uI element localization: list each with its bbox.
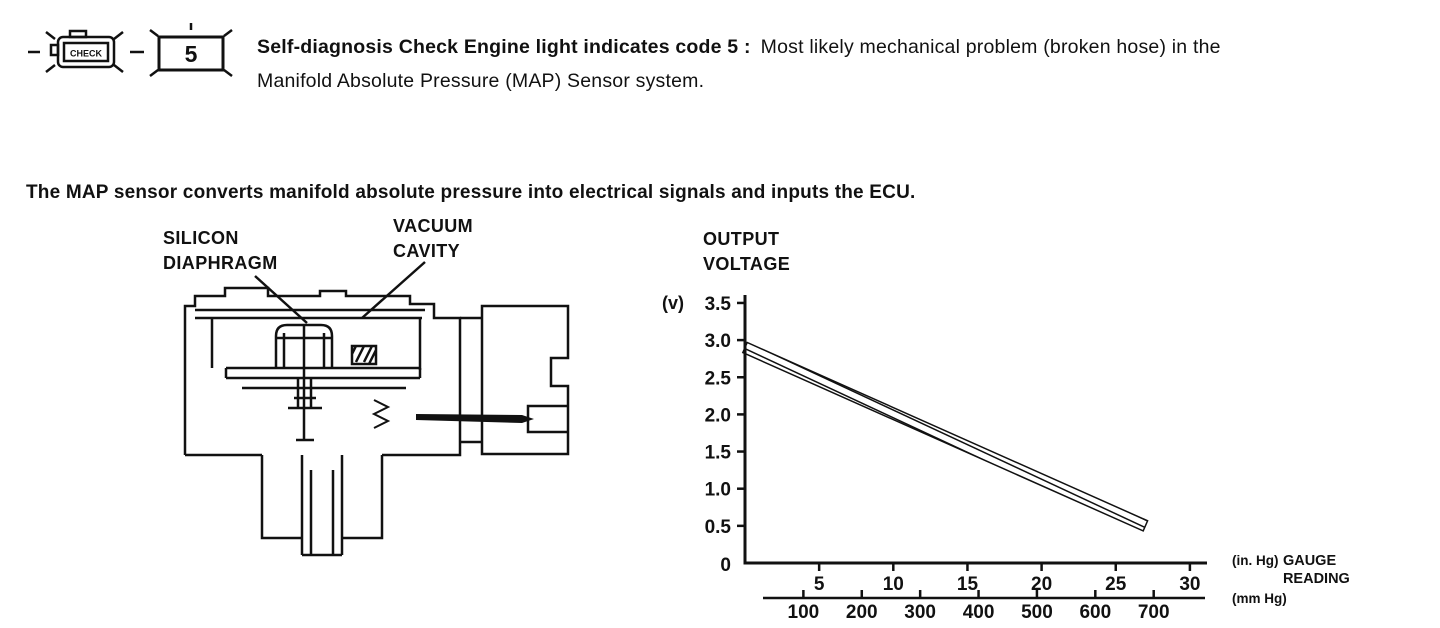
map-sensor-intro: The MAP sensor converts manifold absolut… xyxy=(26,182,916,203)
vacuum-cavity-label: VACUUM CAVITY xyxy=(393,216,474,261)
spring xyxy=(371,399,391,429)
check-engine-lamp-label: CHECK xyxy=(70,49,103,59)
inner-walls xyxy=(195,308,425,370)
y-tick-label: 0.5 xyxy=(705,517,732,538)
diagnosis-text: Self-diagnosis Check Engine light indica… xyxy=(257,30,1422,98)
x-tick-label: 25 xyxy=(1105,574,1127,595)
x-tick-label: 5 xyxy=(814,574,825,595)
check-engine-lamp-icon xyxy=(56,35,116,69)
check-engine-lamp-icon xyxy=(62,41,110,63)
sensor-housing-outline xyxy=(183,286,462,457)
mm-tick-label: 700 xyxy=(1138,602,1170,620)
blink-dash xyxy=(45,31,56,40)
mm-tick-label: 600 xyxy=(1079,602,1111,620)
code-box xyxy=(157,35,225,72)
mm-tick-label: 500 xyxy=(1021,602,1053,620)
y-tick-label: 1.5 xyxy=(705,443,732,464)
mm-tick-label: 400 xyxy=(963,602,995,620)
code-number: 5 xyxy=(185,41,198,67)
diagnosis-description: Most likely mechanical problem (broken h… xyxy=(760,36,1221,58)
x-axis-units: (in. Hg) GAUGE READING (mm Hg) xyxy=(1232,552,1422,606)
y-tick-label: 1.0 xyxy=(705,480,731,501)
silicon-diaphragm xyxy=(224,366,422,390)
map-sensor-cross-section xyxy=(183,261,570,557)
self-diagnosis-indicator: CHECK 5 xyxy=(28,23,233,77)
silicon-diaphragm-leader-line xyxy=(254,275,308,324)
blink-dash xyxy=(45,64,56,73)
chart-title: OUTPUT VOLTAGE xyxy=(703,229,791,274)
blink-dash xyxy=(223,29,233,37)
diagnosis-line-1: Self-diagnosis Check Engine light indica… xyxy=(257,30,1422,64)
diagnosis-code-statement: Self-diagnosis Check Engine light indica… xyxy=(257,36,751,58)
terminal-pin xyxy=(416,414,534,423)
x-axis-primary-unit-line: (in. Hg) GAUGE READING xyxy=(1232,552,1422,588)
x-tick-label: 10 xyxy=(883,574,904,595)
vacuum-cavity-leader-line xyxy=(361,261,426,319)
x-tick-label: 15 xyxy=(957,574,979,595)
blink-dash xyxy=(149,69,159,77)
mm-hg-unit: (mm Hg) xyxy=(1232,591,1287,606)
mm-tick-label: 300 xyxy=(904,602,936,620)
output-voltage-chart: 3.5 3.0 2.5 2.0 1.5 1.0 0.5 0 5 10 15 20 25 30 100 200 3… xyxy=(705,294,1207,620)
output-voltage-band xyxy=(741,341,1149,532)
blink-dash xyxy=(149,29,159,37)
y-tick-label: 3.5 xyxy=(705,294,732,315)
y-tick-label: 2.5 xyxy=(705,368,732,389)
chart-axes xyxy=(743,295,1207,565)
spindle xyxy=(288,325,322,442)
mm-tick-label: 200 xyxy=(846,602,878,620)
mm-tick-label: 100 xyxy=(788,602,820,620)
seal-block xyxy=(350,344,378,366)
x-tick-label: 30 xyxy=(1179,574,1200,595)
y-tick-label: 3.0 xyxy=(705,331,731,352)
lower-ports xyxy=(260,455,384,557)
blink-dash xyxy=(223,69,233,77)
y-origin-label: 0 xyxy=(720,555,731,576)
diagnosis-line-2: Manifold Absolute Pressure (MAP) Sensor … xyxy=(257,70,705,92)
y-tick-label: 2.0 xyxy=(705,405,731,426)
silicon-diaphragm-label: SILICON DIAPHRAGM xyxy=(163,228,278,273)
connector-shell xyxy=(460,304,570,456)
x-tick-label: 20 xyxy=(1031,574,1052,595)
in-hg-unit: (in. Hg) xyxy=(1232,553,1279,568)
y-axis-unit: (v) xyxy=(662,293,684,313)
gauge-reading-label: GAUGE READING xyxy=(1282,553,1350,587)
blink-dash xyxy=(113,64,124,73)
blink-dash xyxy=(113,31,124,40)
